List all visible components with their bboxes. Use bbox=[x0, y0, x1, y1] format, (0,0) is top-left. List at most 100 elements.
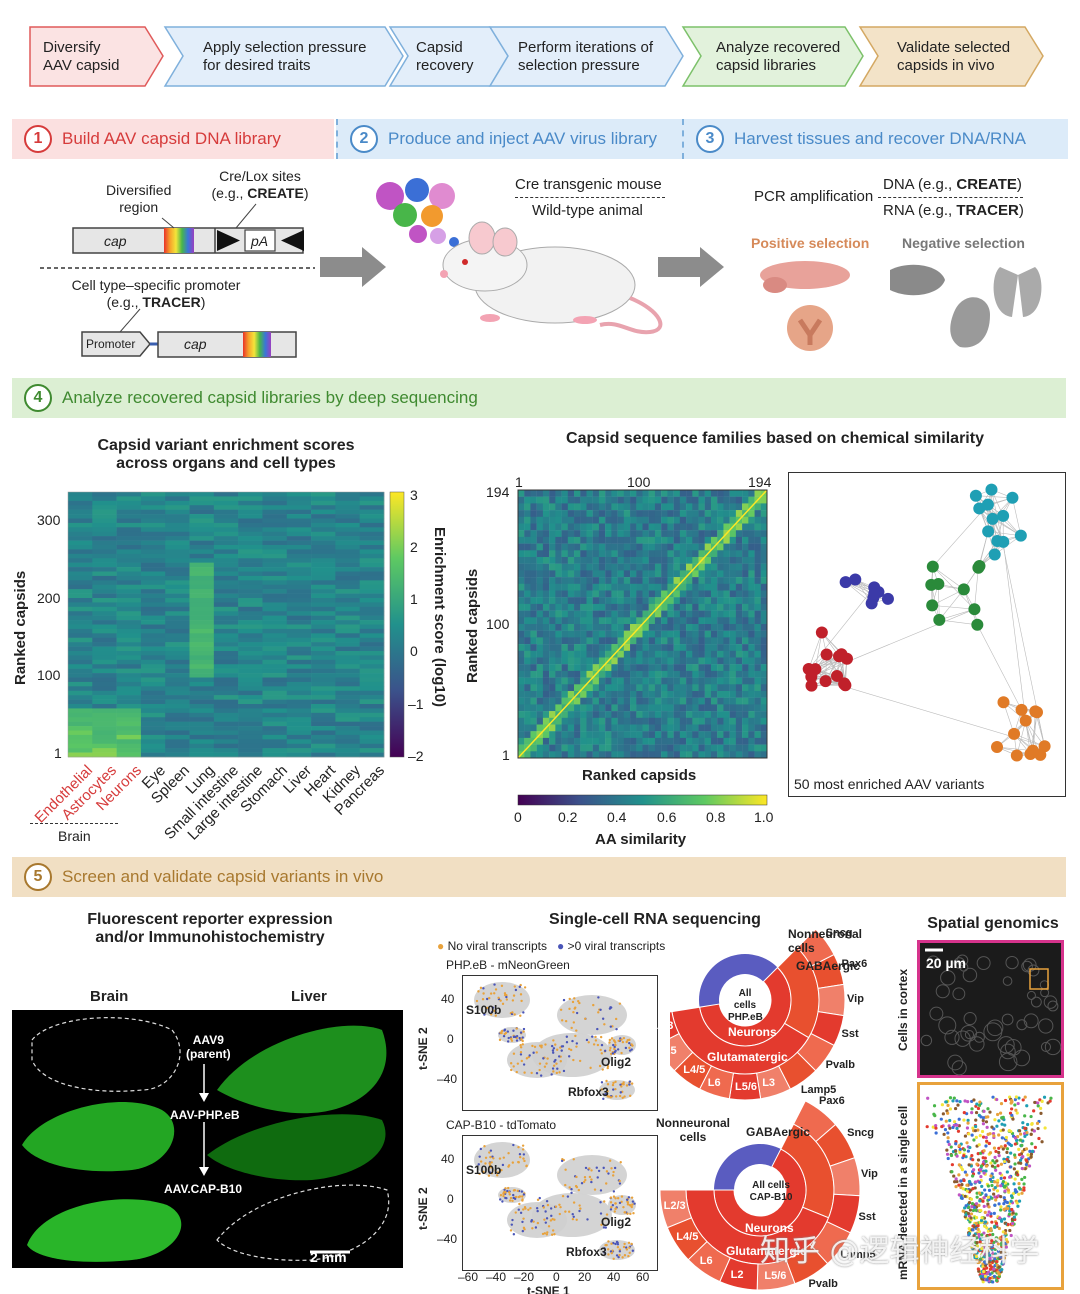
mrna-dot bbox=[981, 1199, 985, 1203]
spatial-cell bbox=[1027, 964, 1040, 977]
similarity-cell bbox=[692, 630, 699, 638]
similarity-cell bbox=[679, 724, 687, 732]
mrna-dot bbox=[969, 1197, 974, 1201]
similarity-cell bbox=[673, 691, 681, 698]
mrna-dot bbox=[981, 1280, 985, 1284]
mrna-dot bbox=[983, 1220, 988, 1224]
heatmap-cell bbox=[335, 589, 360, 594]
heatmap-cell bbox=[335, 704, 360, 709]
mrna-dot bbox=[992, 1134, 996, 1138]
mrna-dot bbox=[965, 1189, 969, 1193]
heatmap-cell bbox=[189, 651, 215, 656]
mrna-dot bbox=[986, 1184, 990, 1188]
heatmap-cell bbox=[92, 686, 117, 692]
heatmap-cell bbox=[68, 496, 93, 502]
similarity-cell bbox=[673, 516, 681, 524]
similarity-cell bbox=[723, 590, 730, 598]
similarity-cell bbox=[636, 677, 643, 685]
similarity-cell bbox=[530, 597, 537, 605]
tsne-cell-dot bbox=[622, 1081, 625, 1084]
heatmap-cell bbox=[189, 531, 215, 537]
similarity-cell bbox=[742, 650, 749, 658]
heatmap-cell bbox=[165, 536, 190, 541]
mrna-dot bbox=[961, 1187, 965, 1191]
similarity-cell bbox=[686, 530, 693, 538]
similarity-cell bbox=[686, 744, 693, 752]
mrna-dot bbox=[977, 1103, 982, 1107]
mrna-dot bbox=[954, 1185, 958, 1189]
similarity-cell bbox=[630, 563, 637, 571]
similarity-cell bbox=[686, 704, 693, 712]
similarity-cell bbox=[580, 516, 587, 524]
heatmap-cell bbox=[286, 651, 312, 656]
mrna-dot bbox=[982, 1231, 986, 1235]
similarity-cell bbox=[735, 597, 743, 605]
heatmap-cell bbox=[335, 668, 360, 674]
heatmap-cell bbox=[359, 575, 385, 581]
similarity-cell bbox=[555, 697, 562, 705]
similarity-cell bbox=[673, 563, 681, 571]
similarity-cell bbox=[735, 583, 743, 591]
similarity-cell bbox=[561, 630, 568, 638]
similarity-cell bbox=[729, 536, 737, 544]
heatmap-cell bbox=[286, 558, 312, 563]
heatmap-cell bbox=[165, 545, 190, 550]
mrna-dot bbox=[966, 1149, 970, 1153]
similarity-cell bbox=[679, 603, 687, 611]
heatmap-cell bbox=[262, 518, 288, 524]
mrna-dot bbox=[1003, 1234, 1007, 1238]
tsne-cell-dot bbox=[615, 1254, 619, 1257]
similarity-cell bbox=[686, 650, 693, 658]
similarity-cell bbox=[673, 711, 681, 718]
similarity-cell bbox=[530, 603, 537, 611]
similarity-cell bbox=[667, 697, 674, 705]
tsne-cell-dot bbox=[475, 999, 479, 1003]
mrna-dot bbox=[965, 1126, 970, 1130]
similarity-cell bbox=[530, 637, 537, 645]
mrna-dot bbox=[998, 1216, 1002, 1220]
similarity-cell bbox=[717, 691, 724, 698]
heatmap-cell bbox=[213, 690, 239, 696]
heatmap-cell bbox=[335, 655, 360, 661]
similarity-cell bbox=[754, 583, 761, 591]
heatmap-cell bbox=[213, 721, 239, 727]
heatmap-cell bbox=[311, 606, 336, 612]
heatmap-cell bbox=[140, 686, 166, 692]
fluor-title: Fluorescent reporter expression and/or Im… bbox=[87, 911, 333, 946]
heatmap-cell bbox=[116, 624, 142, 630]
tsne-cell-dot bbox=[509, 1062, 513, 1065]
mrna-dot bbox=[997, 1154, 1001, 1158]
tsne-cell-dot bbox=[535, 1072, 539, 1075]
similarity-cell bbox=[686, 731, 693, 739]
similarity-cell bbox=[698, 677, 705, 685]
similarity-cell bbox=[754, 697, 761, 705]
spatial-cell bbox=[986, 1019, 1004, 1037]
mrna-dot bbox=[984, 1120, 989, 1124]
tsne-cell-dot bbox=[622, 1036, 626, 1040]
tsne-cell-dot bbox=[529, 1206, 532, 1210]
tsne-cell-dot bbox=[493, 983, 496, 986]
similarity-cell bbox=[542, 563, 550, 571]
similarity-cell bbox=[679, 543, 687, 551]
similarity-cell bbox=[542, 503, 550, 511]
tsne-cell-dot bbox=[608, 1049, 612, 1052]
mrna-dot bbox=[995, 1238, 999, 1243]
heatmap-cell bbox=[189, 699, 215, 705]
mrna-dot bbox=[987, 1188, 992, 1192]
similarity-cell bbox=[611, 516, 618, 524]
similarity-cell bbox=[735, 637, 743, 645]
similarity-cell bbox=[642, 664, 649, 672]
tsne-cell-dot bbox=[625, 1248, 629, 1251]
similarity-cell bbox=[623, 724, 631, 732]
similarity-cell bbox=[754, 543, 761, 551]
flow-label-5: Analyze recovered capsid libraries bbox=[716, 39, 841, 74]
heatmap-cell bbox=[286, 492, 312, 497]
heatmap-cell bbox=[116, 531, 142, 537]
tsne-cell-dot bbox=[521, 1148, 525, 1151]
mrna-dot bbox=[1017, 1182, 1021, 1186]
step2-banner: 2 Produce and inject AAV virus library bbox=[336, 119, 682, 159]
similarity-cell bbox=[648, 731, 656, 739]
similarity-cell bbox=[542, 570, 550, 578]
spatial-cell bbox=[1047, 1000, 1059, 1012]
heatmap-cell bbox=[140, 699, 166, 705]
